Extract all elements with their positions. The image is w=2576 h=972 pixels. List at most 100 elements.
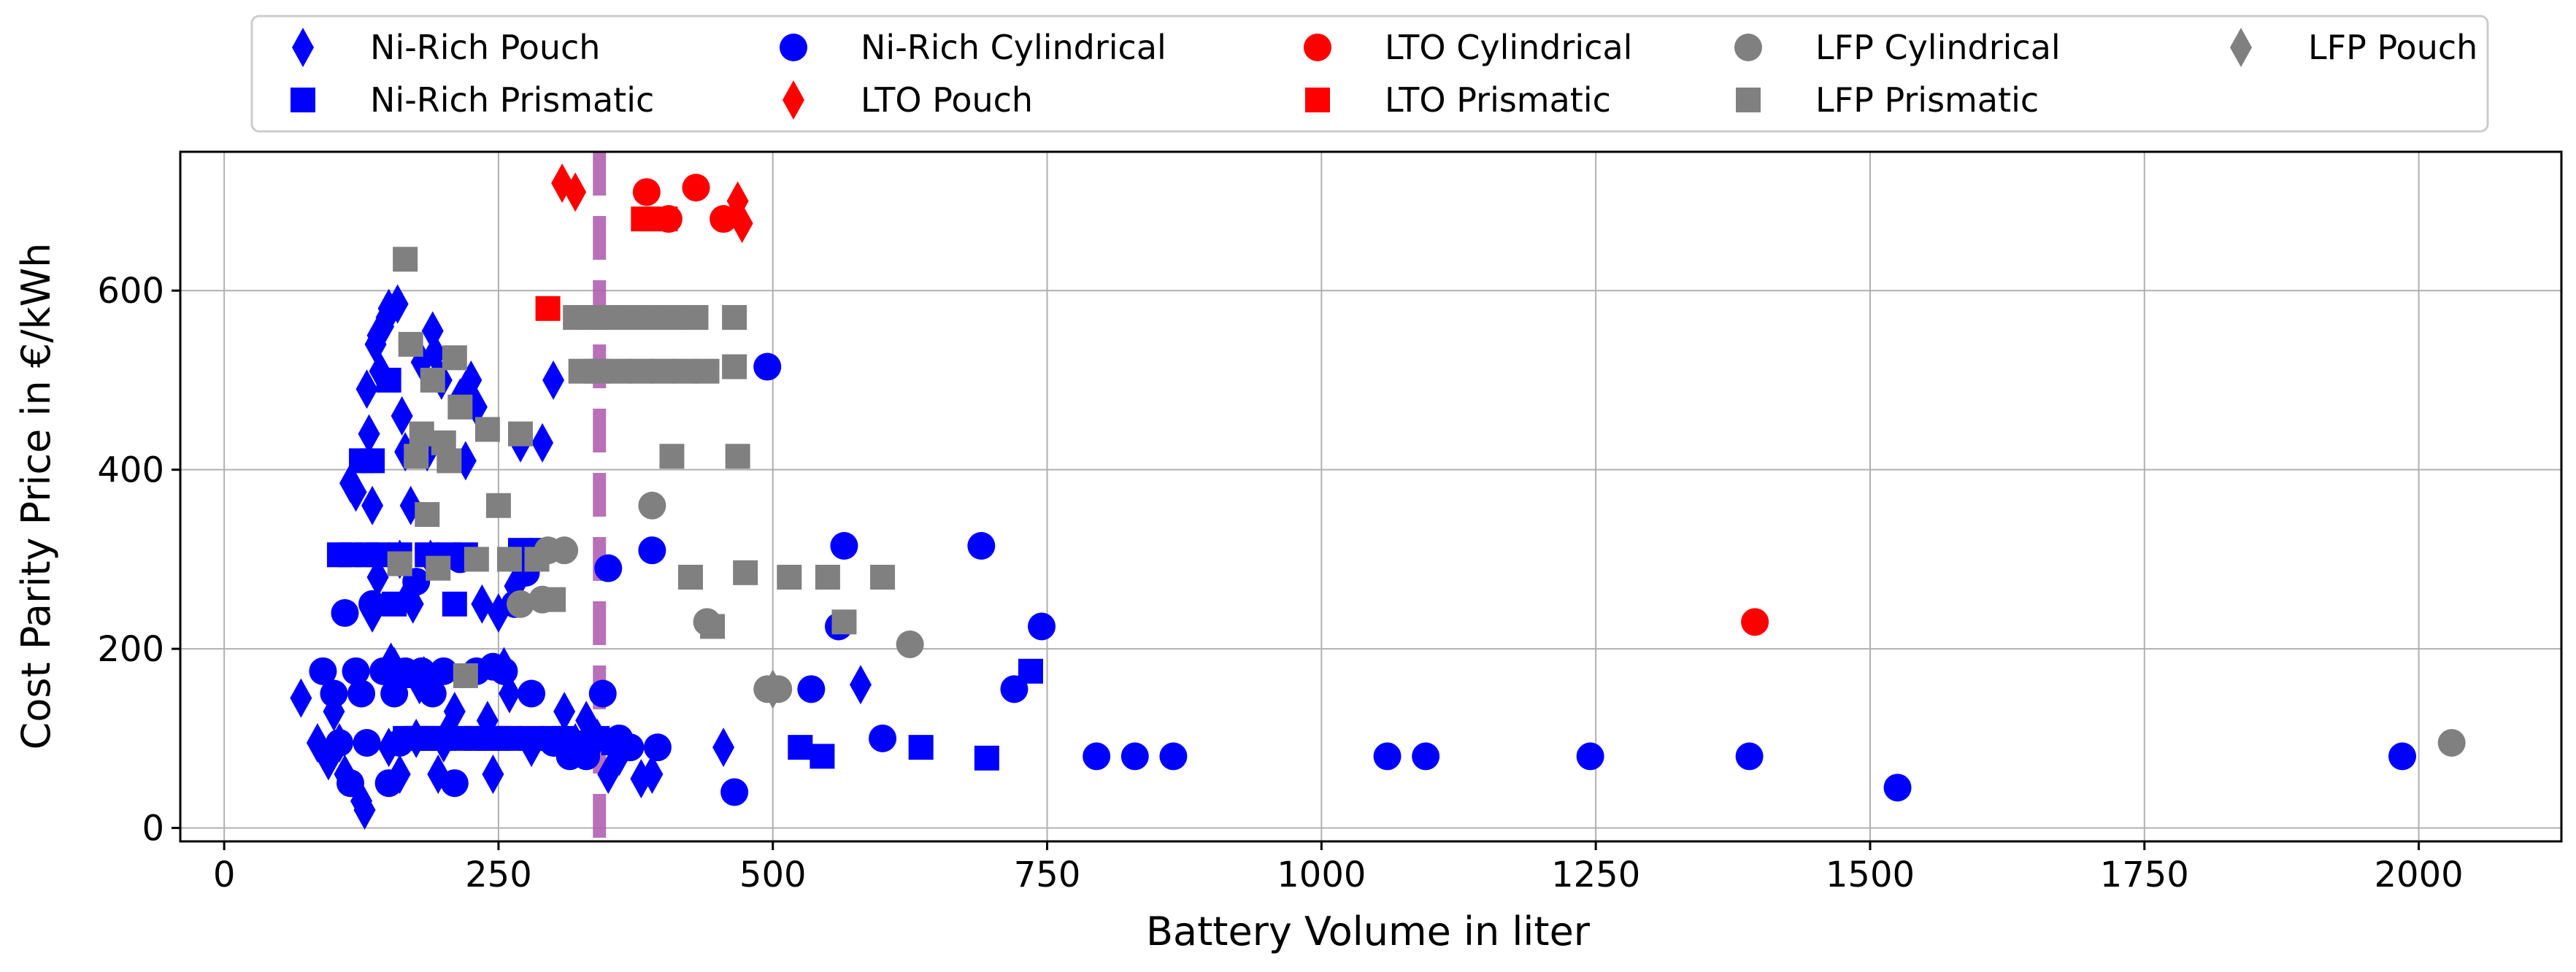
y-tick-label: 200 xyxy=(97,629,164,670)
ni-rich-cylindrical-point xyxy=(309,657,337,685)
legend-marker-lfp-cylindrical xyxy=(1734,34,1762,61)
ni-rich-pouch-point xyxy=(471,584,493,624)
ni-rich-cylindrical-point xyxy=(1083,742,1111,771)
ni-rich-cylindrical-point xyxy=(1120,742,1149,771)
ni-rich-prismatic-point xyxy=(376,367,401,393)
lfp-cylindrical-point xyxy=(507,590,534,618)
legend-label-lto-pouch: LTO Pouch xyxy=(861,80,1033,120)
ni-rich-cylindrical-point xyxy=(594,554,623,582)
ni-rich-pouch-point xyxy=(712,728,735,768)
legend-label-lto-prismatic: LTO Prismatic xyxy=(1385,80,1611,120)
ni-rich-prismatic-point xyxy=(974,745,999,771)
ni-rich-cylindrical-point xyxy=(753,352,782,381)
ni-rich-cylindrical-point xyxy=(1883,774,1912,802)
lto-pouch-point xyxy=(731,204,753,244)
legend-label-lfp-cylindrical: LFP Cylindrical xyxy=(1815,28,2061,67)
ni-rich-cylindrical-point xyxy=(418,679,447,708)
legend-marker-lto-prismatic xyxy=(1305,88,1330,112)
lfp-prismatic-point xyxy=(628,358,654,384)
ni-rich-pouch-point xyxy=(850,665,872,705)
ni-rich-pouch-point xyxy=(391,396,413,436)
lfp-prismatic-point xyxy=(420,367,445,393)
ni-rich-prismatic-point xyxy=(519,725,545,751)
ni-rich-pouch-point xyxy=(345,472,367,512)
data-points xyxy=(290,163,2466,830)
x-tick-label: 0 xyxy=(213,855,236,895)
ni-rich-cylindrical-point xyxy=(1412,742,1440,771)
lto-pouch-point xyxy=(564,172,587,212)
lfp-prismatic-point xyxy=(870,564,896,590)
legend-label-lfp-pouch: LFP Pouch xyxy=(2308,28,2477,67)
lto-prismatic-point xyxy=(653,207,678,232)
y-tick-label: 600 xyxy=(97,271,164,312)
lfp-prismatic-point xyxy=(398,331,423,357)
lfp-prismatic-point xyxy=(831,609,857,635)
lfp-prismatic-point xyxy=(409,421,434,447)
lto-cylindrical-point xyxy=(710,205,738,234)
plot-frame xyxy=(179,150,2563,843)
ni-rich-cylindrical-point xyxy=(720,778,749,806)
y-tick-label: 400 xyxy=(97,450,164,491)
ni-rich-cylindrical-point xyxy=(830,532,858,560)
ni-rich-cylindrical-point xyxy=(1735,742,1764,771)
lfp-cylindrical-point xyxy=(896,630,924,658)
lfp-prismatic-point xyxy=(618,305,643,331)
gridlines xyxy=(180,152,2561,841)
legend-marker-ni-rich-cylindrical xyxy=(780,34,807,61)
legend: Ni-Rich Pouch Ni-Rich Prismatic Ni-Rich Cy… xyxy=(250,15,2489,133)
lfp-prismatic-point xyxy=(694,358,720,384)
ni-rich-pouch-point xyxy=(290,678,312,718)
x-tick-label: 1500 xyxy=(1826,855,1915,895)
ni-rich-cylindrical-point xyxy=(380,679,409,708)
lfp-prismatic-point xyxy=(678,564,703,590)
legend-marker-lto-pouch xyxy=(783,80,804,120)
lfp-prismatic-point xyxy=(639,305,665,331)
ni-rich-prismatic-point xyxy=(496,725,522,751)
lfp-prismatic-point xyxy=(672,358,698,384)
ni-rich-pouch-point xyxy=(355,369,378,409)
legend-marker-lfp-pouch xyxy=(2230,28,2252,67)
ni-rich-cylindrical-point xyxy=(518,679,546,708)
ni-rich-cylindrical-point xyxy=(440,769,469,798)
x-tick-label: 1250 xyxy=(1551,855,1640,895)
lfp-prismatic-point xyxy=(733,560,758,585)
ni-rich-cylindrical-point xyxy=(385,729,414,757)
x-tick-label: 1750 xyxy=(2100,855,2189,895)
ni-rich-cylindrical-point xyxy=(869,724,897,752)
ni-rich-cylindrical-point xyxy=(572,742,601,771)
ni-rich-cylindrical-point xyxy=(325,729,353,757)
ni-rich-cylindrical-point xyxy=(643,733,672,762)
legend-marker-lfp-prismatic xyxy=(1736,88,1761,112)
lto-cylindrical-point xyxy=(682,174,710,202)
ni-rich-pouch-point xyxy=(358,414,380,454)
ni-rich-cylindrical-point xyxy=(347,679,376,708)
ni-rich-prismatic-point xyxy=(442,591,467,617)
ni-rich-cylindrical-point xyxy=(320,679,348,708)
ni-rich-pouch-point xyxy=(443,692,466,732)
lfp-prismatic-point xyxy=(700,614,726,639)
ni-rich-cylindrical-point xyxy=(797,675,826,703)
ni-rich-cylindrical-point xyxy=(358,590,387,618)
ni-rich-cylindrical-point xyxy=(1000,675,1029,703)
lfp-prismatic-point xyxy=(464,547,489,572)
y-tick-label: 0 xyxy=(142,809,164,849)
ni-rich-cylindrical-point xyxy=(353,729,381,757)
ni-rich-pouch-point xyxy=(553,692,576,732)
ni-rich-cylindrical-point xyxy=(369,657,398,685)
lfp-prismatic-point xyxy=(777,564,802,590)
x-tick-label: 750 xyxy=(1014,855,1081,895)
ni-rich-cylindrical-point xyxy=(429,657,458,685)
legend-label-ni-rich-prismatic: Ni-Rich Prismatic xyxy=(370,80,654,120)
y-axis-title: Cost Parity Price in €/kWh xyxy=(13,243,59,750)
legend-marker-ni-rich-pouch xyxy=(292,28,314,67)
ni-rich-cylindrical-point xyxy=(1373,742,1402,771)
ni-rich-pouch-point xyxy=(353,790,376,830)
ni-rich-cylindrical-point xyxy=(331,599,359,628)
lto-prismatic-point xyxy=(535,296,561,321)
ni-rich-prismatic-point xyxy=(788,735,813,760)
legend-label-lto-cylindrical: LTO Cylindrical xyxy=(1385,28,1632,67)
lfp-prismatic-point xyxy=(447,394,473,420)
ni-rich-pouch-point xyxy=(361,485,384,525)
lfp-prismatic-point xyxy=(607,358,632,384)
x-tick-label: 1000 xyxy=(1277,855,1366,895)
